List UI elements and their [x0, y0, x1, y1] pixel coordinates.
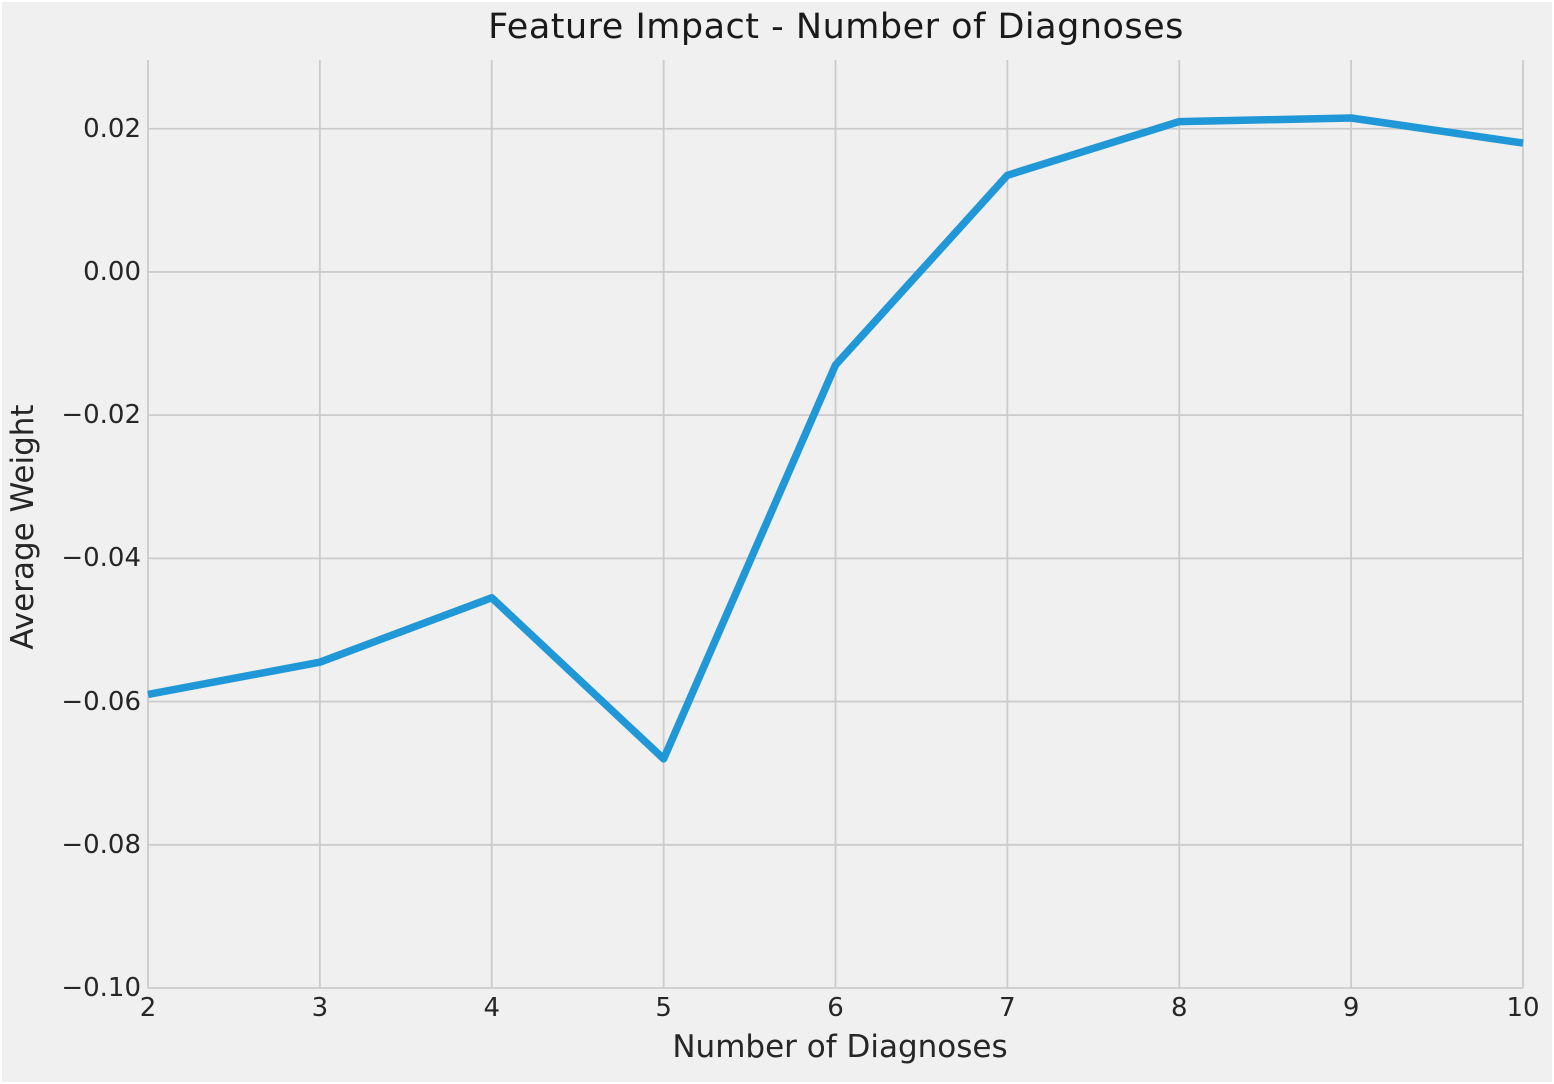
y-tick-label: 0.00	[83, 256, 141, 287]
chart-title: Feature Impact - Number of Diagnoses	[488, 7, 1184, 47]
x-tick-label: 10	[1506, 993, 1540, 1023]
y-tick-label: 0.02	[83, 113, 141, 144]
x-tick-label: 7	[999, 993, 1016, 1023]
y-tick-label: −0.10	[61, 973, 141, 1003]
x-tick-label: 5	[655, 993, 672, 1023]
x-tick-label: 3	[311, 993, 329, 1023]
x-tick-label: 6	[827, 993, 844, 1023]
x-tick-label: 9	[1342, 993, 1360, 1023]
y-axis-label: Average Weight	[5, 404, 41, 650]
x-axis-label: Number of Diagnoses	[672, 1029, 1008, 1065]
x-tick-label: 4	[483, 993, 501, 1023]
x-tick-label: 2	[139, 993, 157, 1023]
data-line-average-weight	[147, 114, 1524, 763]
y-tick-label: −0.04	[61, 543, 141, 574]
x-tick-label: 8	[1170, 993, 1188, 1023]
y-tick-label: −0.02	[61, 400, 141, 431]
y-tick-label: −0.08	[61, 829, 141, 860]
y-tick-label: −0.06	[61, 686, 141, 717]
